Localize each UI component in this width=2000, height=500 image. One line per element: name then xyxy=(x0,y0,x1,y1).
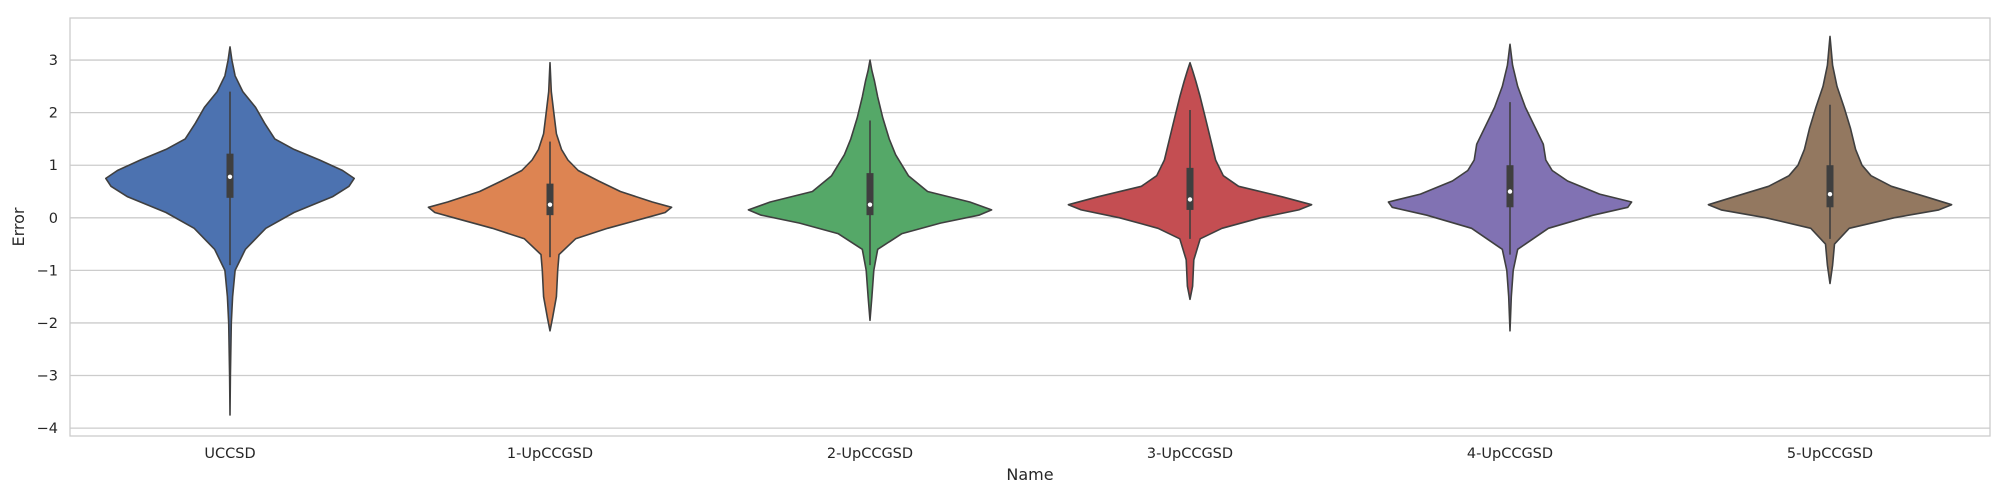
x-tick-labels: UCCSD 1-UpCCGSD 2-UpCCGSD 3-UpCCGSD 4-UpCCGS… xyxy=(204,446,1873,462)
violin-uccsd xyxy=(105,46,355,416)
y-tick-label: −2 xyxy=(37,316,58,332)
violin-4-upccgsd xyxy=(1387,43,1633,332)
plot-frame xyxy=(69,17,1991,437)
violin-iqr-box xyxy=(866,173,874,216)
violin-1-upccgsd xyxy=(427,61,673,332)
violin-5-upccgsd xyxy=(1707,35,1953,285)
violin-iqr-box xyxy=(1186,167,1194,210)
x-tick-label: 3-UpCCGSD xyxy=(1147,446,1233,462)
violin-iqr-box xyxy=(1826,165,1834,208)
violin-median xyxy=(1507,189,1513,194)
y-tick-label: −4 xyxy=(37,421,58,437)
y-tick-label: 0 xyxy=(49,211,58,227)
y-axis-label: Error xyxy=(9,207,28,246)
x-tick-label: 5-UpCCGSD xyxy=(1787,446,1873,462)
y-tick-label: 3 xyxy=(49,53,58,69)
violin-median xyxy=(547,202,553,207)
violin-median xyxy=(1187,197,1193,202)
violin-iqr-box xyxy=(546,183,554,216)
y-tick-labels: −4 −3 −2 −1 0 1 2 3 xyxy=(37,53,58,437)
y-tick-label: −1 xyxy=(37,263,58,279)
x-axis-label: Name xyxy=(1006,465,1053,484)
x-tick-label: UCCSD xyxy=(204,446,255,462)
violin-3-upccgsd xyxy=(1067,61,1313,301)
violin-median xyxy=(1827,191,1833,197)
x-tick-label: 2-UpCCGSD xyxy=(827,446,913,462)
y-tick-label: −3 xyxy=(37,369,58,385)
violin-2-upccgsd xyxy=(747,59,993,322)
x-tick-label: 1-UpCCGSD xyxy=(507,446,593,462)
x-tick-label: 4-UpCCGSD xyxy=(1467,446,1553,462)
y-tick-label: 2 xyxy=(49,106,58,122)
y-tick-label: 1 xyxy=(49,158,58,174)
violins xyxy=(105,35,1953,416)
violin-iqr-box xyxy=(1506,165,1514,208)
grid-lines xyxy=(70,59,1990,429)
violin-median xyxy=(227,174,233,179)
violin-median xyxy=(867,202,873,207)
